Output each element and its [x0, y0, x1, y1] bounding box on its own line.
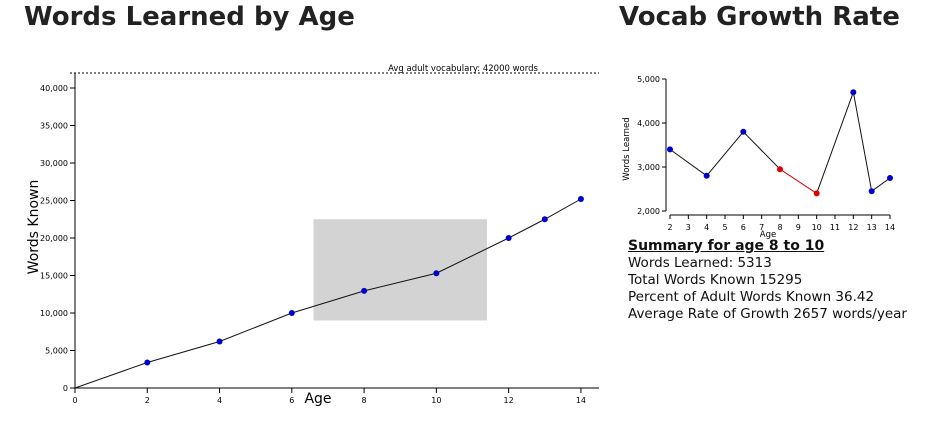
- growth-x-tick-label: 6: [741, 223, 746, 232]
- growth-x-tick-label: 11: [830, 223, 840, 232]
- age-summary-panel: Summary for age 8 to 10 Words Learned: 5…: [628, 238, 907, 323]
- y-tick-label: 30,000: [40, 159, 68, 168]
- x-tick-label: 10: [431, 396, 441, 405]
- brush-selection: [313, 219, 487, 321]
- summary-heading: Summary for age 8 to 10: [628, 238, 825, 254]
- growth-segment: [669, 148, 707, 177]
- x-tick-label: 8: [362, 396, 367, 405]
- growth-y-tick-label: 5,000: [637, 75, 660, 84]
- growth-y-tick-label: 3,000: [637, 163, 660, 172]
- growth-x-tick-label: 7: [759, 223, 764, 232]
- adult-vocab-reference-label: Avg adult vocabulary: 42000 words: [388, 64, 538, 74]
- data-point: [577, 196, 584, 202]
- growth-x-tick-label: 9: [796, 223, 801, 232]
- growth-y-tick-label: 4,000: [637, 119, 660, 128]
- summary-avg-rate: Average Rate of Growth 2657 words/year: [628, 306, 907, 322]
- growth-chart-title: Vocab Growth Rate: [619, 2, 900, 32]
- growth-x-tick-label: 14: [885, 223, 895, 232]
- growth-x-tick-label: 12: [848, 223, 858, 232]
- y-tick-label: 5,000: [45, 347, 68, 356]
- growth-point: [868, 188, 875, 195]
- growth-y-axis-label: Words Learned: [622, 117, 632, 180]
- growth-point: [740, 128, 747, 135]
- growth-point: [703, 172, 710, 179]
- growth-x-axis-label: Age: [760, 230, 776, 240]
- growth-point: [850, 89, 857, 96]
- growth-segment: [871, 177, 891, 192]
- y-tick-label: 10,000: [40, 309, 68, 318]
- growth-x-tick-label: 3: [686, 223, 691, 232]
- y-axis-label: Words Known: [26, 180, 42, 275]
- growth-point: [887, 175, 893, 181]
- data-point: [216, 338, 223, 345]
- x-axis-label: Age: [304, 391, 331, 407]
- summary-total-words: Total Words Known 15295: [628, 272, 803, 288]
- data-point: [541, 216, 548, 223]
- growth-segment: [816, 92, 854, 194]
- growth-x-tick-label: 4: [704, 223, 709, 232]
- y-tick-label: 20,000: [40, 234, 68, 243]
- growth-segment-highlighted: [779, 168, 817, 194]
- x-tick-label: 12: [504, 396, 514, 405]
- growth-point-highlighted: [813, 190, 820, 197]
- data-point: [144, 359, 151, 366]
- growth-point: [667, 146, 673, 153]
- x-tick-label: 6: [289, 396, 294, 405]
- x-tick-label: 4: [217, 396, 222, 405]
- growth-x-tick-label: 5: [722, 223, 727, 232]
- data-point: [505, 235, 512, 241]
- summary-percent-adult: Percent of Adult Words Known 36.42: [628, 289, 875, 305]
- data-point: [433, 270, 440, 277]
- growth-segment: [706, 131, 744, 177]
- data-point: [361, 287, 368, 294]
- growth-y-tick-label: 2,000: [637, 207, 660, 216]
- x-tick-label: 14: [576, 396, 586, 405]
- y-tick-label: 35,000: [40, 122, 68, 131]
- x-tick-label: 2: [145, 396, 150, 405]
- y-tick-label: 40,000: [40, 84, 68, 93]
- main-chart-title: Words Learned by Age: [24, 2, 355, 32]
- growth-point-highlighted: [777, 166, 783, 173]
- data-point: [288, 310, 295, 316]
- growth-x-tick-label: 8: [777, 223, 782, 232]
- x-tick-label: 0: [72, 396, 77, 405]
- growth-x-tick-label: 10: [812, 223, 822, 232]
- y-tick-label: 25,000: [40, 197, 68, 206]
- growth-x-tick-label: 13: [867, 223, 877, 232]
- growth-segment: [852, 92, 873, 192]
- summary-words-learned: Words Learned: 5313: [628, 255, 772, 271]
- growth-x-tick-label: 2: [667, 223, 672, 232]
- growth-segment: [742, 131, 781, 170]
- y-tick-label: 0: [63, 384, 68, 393]
- y-tick-label: 15,000: [40, 272, 68, 281]
